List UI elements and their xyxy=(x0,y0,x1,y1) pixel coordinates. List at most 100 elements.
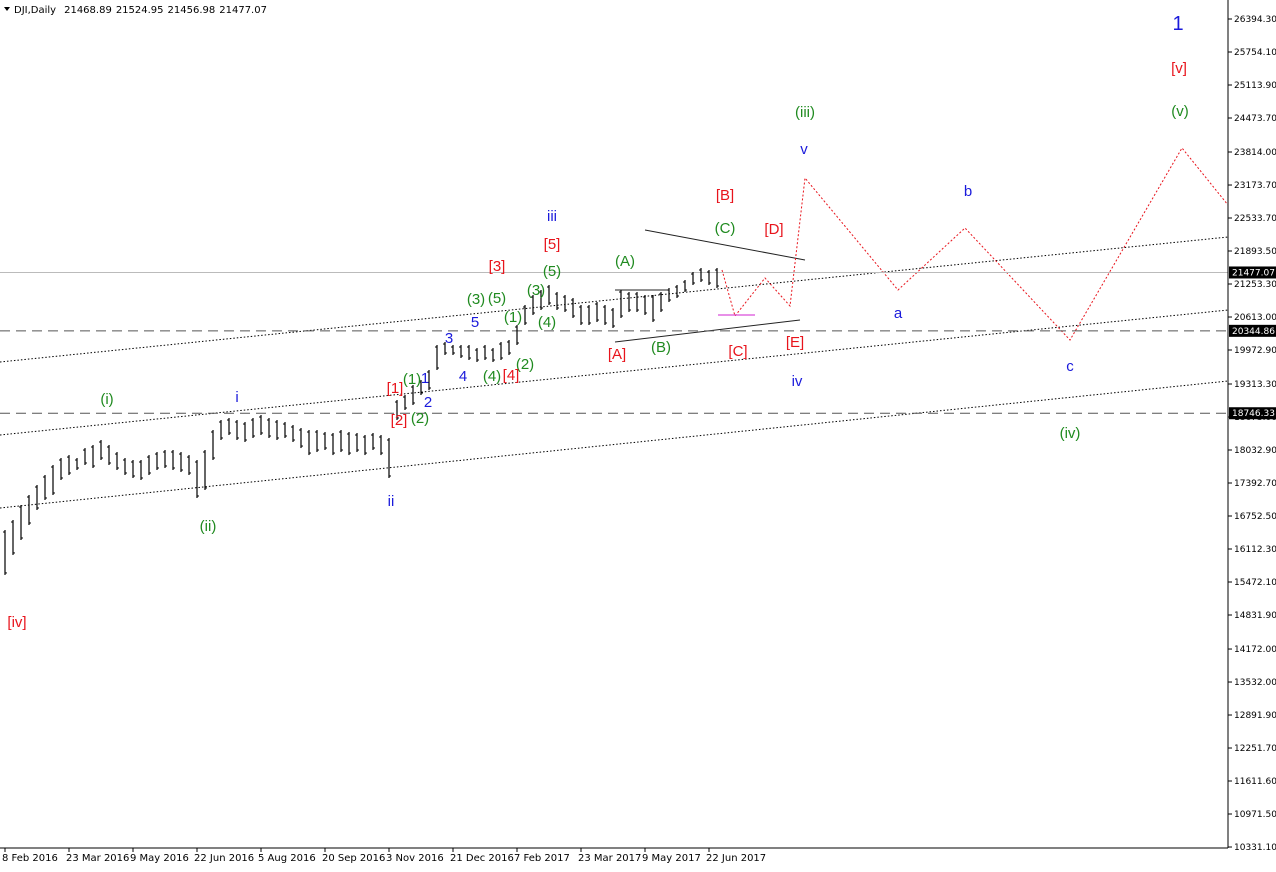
channel-line xyxy=(0,309,1229,436)
wave-label: ii xyxy=(388,493,395,510)
y-tick-label: 16752.50 xyxy=(1234,512,1276,522)
bars xyxy=(3,267,719,575)
x-tick-label: 22 Jun 2016 xyxy=(194,853,254,864)
x-tick-label: 9 May 2016 xyxy=(130,853,189,864)
wave-label: c xyxy=(1066,358,1074,375)
wave-label: (i) xyxy=(100,391,113,408)
wave-label: [E] xyxy=(786,334,804,351)
x-tick-label: 23 Mar 2017 xyxy=(578,853,641,864)
y-tick-label: 15472.10 xyxy=(1234,578,1276,588)
wave-label: (1) xyxy=(403,371,421,388)
last-price-label: 21477.07 xyxy=(1232,268,1275,278)
wave-label: [iv] xyxy=(7,614,26,631)
wave-label: (ii) xyxy=(200,518,217,535)
wave-label: (3) xyxy=(467,291,485,308)
wave-label: [5] xyxy=(544,236,561,253)
wave-label: (4) xyxy=(538,314,556,331)
x-tick-label: 23 Mar 2016 xyxy=(66,853,129,864)
x-tick-label: 7 Feb 2017 xyxy=(514,853,570,864)
header-low: 21456.98 xyxy=(168,5,216,16)
triangle-line xyxy=(644,229,806,261)
y-tick-label: 20613.00 xyxy=(1234,313,1276,323)
y-tick-label: 14831.90 xyxy=(1234,611,1276,621)
levels xyxy=(0,271,1228,414)
y-tick-label: 10331.10 xyxy=(1234,843,1276,853)
x-tick-label: 21 Dec 2016 xyxy=(450,853,514,864)
x-tick-label: 5 Aug 2016 xyxy=(258,853,316,864)
y-tick-label: 25754.10 xyxy=(1234,48,1276,58)
wave-label: 5 xyxy=(471,314,479,331)
wave-label: [A] xyxy=(608,346,626,363)
y-tick-label: 16112.30 xyxy=(1234,545,1276,555)
wave-label: v xyxy=(800,141,808,158)
wave-label: (5) xyxy=(543,263,561,280)
x-tick-label: 9 May 2017 xyxy=(642,853,701,864)
y-tick-label: 21893.50 xyxy=(1234,247,1276,257)
x-tick-label: 8 Feb 2016 xyxy=(2,853,58,864)
y-tick-label: 12251.70 xyxy=(1234,744,1276,754)
price-level-box xyxy=(1229,324,1276,337)
x-tick-label: 20 Sep 2016 xyxy=(322,853,385,864)
wave-label: (4) xyxy=(483,368,501,385)
y-tick-label: 17392.70 xyxy=(1234,479,1276,489)
wave-label: [B] xyxy=(716,187,734,204)
y-tick-label: 23173.70 xyxy=(1234,181,1276,191)
wave-label: 1 xyxy=(1172,13,1183,35)
y-tick-label: 19972.90 xyxy=(1234,346,1276,356)
y-tick-label: 19313.30 xyxy=(1234,380,1276,390)
wave-label: 1 xyxy=(421,370,429,387)
wave-label: iv xyxy=(792,373,803,390)
wave-label: (iv) xyxy=(1060,425,1081,442)
header-open: 21468.89 xyxy=(64,5,112,16)
y-tick-label: 26394.30 xyxy=(1234,15,1276,25)
wave-label: (v) xyxy=(1171,103,1189,120)
wave-label: a xyxy=(894,305,903,322)
wave-label: [3] xyxy=(489,258,506,275)
wave-label: (2) xyxy=(411,410,429,427)
channel-line xyxy=(0,236,1229,363)
wave-label: [4] xyxy=(503,367,520,384)
last-price-box xyxy=(1229,266,1276,279)
channel-lines xyxy=(0,236,1229,509)
projection-path xyxy=(721,147,1229,341)
annotations: (i) (ii) (iii) (iv) (v) (A) (B) (C) (1) (2) (3) (4)… xyxy=(7,13,1188,631)
wave-label: [1] xyxy=(387,380,404,397)
price-level-label: 18746.33 xyxy=(1232,409,1275,419)
header-arrow xyxy=(4,7,10,11)
wave-label: [2] xyxy=(391,412,408,429)
axes: 26394.30 25754.10 25113.90 24473.70 23814.00… xyxy=(2,15,1276,864)
y-tick-label: 11611.60 xyxy=(1234,777,1276,787)
y-tick-label: 22533.70 xyxy=(1234,214,1276,224)
wave-label: (3) xyxy=(527,282,545,299)
y-tick-label: 25113.90 xyxy=(1234,81,1276,91)
wave-label: i xyxy=(235,389,238,406)
x-tick-label: 3 Nov 2016 xyxy=(386,853,444,864)
channel-line xyxy=(0,380,1229,509)
wave-label: (A) xyxy=(615,253,635,270)
wave-label: (5) xyxy=(488,290,506,307)
wave-label: b xyxy=(964,183,972,200)
y-tick-label: 18032.90 xyxy=(1234,446,1276,456)
x-tick-label: 22 Jun 2017 xyxy=(706,853,766,864)
y-tick-label: 12891.90 xyxy=(1234,711,1276,721)
wave-label: 3 xyxy=(445,330,453,347)
wave-label: (2) xyxy=(516,356,534,373)
price-level-label: 20344.86 xyxy=(1232,327,1275,337)
wave-label: (C) xyxy=(715,220,736,237)
wave-label: (B) xyxy=(651,339,671,356)
wave-label: [D] xyxy=(764,221,783,238)
header-high: 21524.95 xyxy=(116,5,164,16)
y-tick-label: 21253.30 xyxy=(1234,280,1276,290)
wave-label: [v] xyxy=(1171,60,1187,77)
y-tick-label: 23814.00 xyxy=(1234,148,1276,158)
wave-label: (1) xyxy=(504,309,522,326)
wave-label: [C] xyxy=(728,343,747,360)
y-tick-label: 13532.00 xyxy=(1234,678,1276,688)
header-close: 21477.07 xyxy=(219,5,267,16)
wave-label: 4 xyxy=(459,368,467,385)
y-tick-label: 14172.00 xyxy=(1234,645,1276,655)
y-tick-label: 10971.50 xyxy=(1234,810,1276,820)
